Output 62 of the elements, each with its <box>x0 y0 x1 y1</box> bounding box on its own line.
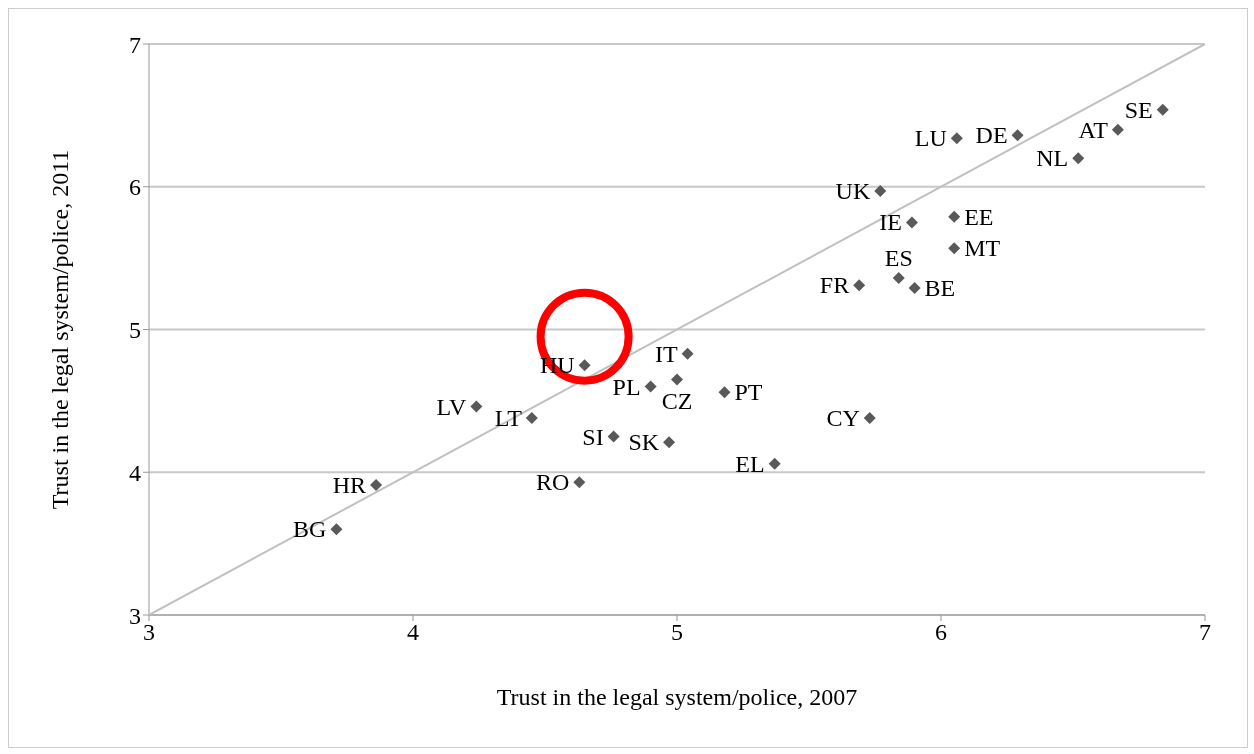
point <box>908 282 921 295</box>
series-label: BG <box>293 516 327 543</box>
series-label: ES <box>884 245 913 272</box>
series-label: SE <box>1124 96 1153 123</box>
point <box>1072 152 1085 165</box>
point <box>330 523 343 536</box>
point <box>892 272 905 285</box>
point <box>644 380 657 393</box>
point <box>607 430 620 443</box>
series-label: NL <box>1036 145 1069 172</box>
point <box>663 436 676 449</box>
point <box>853 279 866 292</box>
y-tick-label: 4 <box>129 459 141 486</box>
series-label: AT <box>1078 116 1109 143</box>
series-label: LU <box>914 125 947 152</box>
point <box>681 347 694 360</box>
y-tick-label: 6 <box>129 174 141 201</box>
point <box>1111 123 1124 136</box>
x-tick-label: 7 <box>1199 619 1211 646</box>
series-label: LV <box>436 393 468 420</box>
series-label: PL <box>612 373 641 400</box>
point <box>948 210 961 223</box>
series-label: EL <box>735 450 765 477</box>
point <box>470 400 483 413</box>
series-label: CZ <box>661 388 693 415</box>
x-tick-label: 6 <box>935 619 947 646</box>
series-label: LT <box>494 405 523 432</box>
series-label: CY <box>826 405 860 432</box>
point <box>768 457 781 470</box>
series-label: SI <box>582 423 604 450</box>
point <box>950 132 963 145</box>
y-axis-title: Trust in the legal system/police, 2011 <box>46 149 73 510</box>
point <box>1011 129 1024 142</box>
series-label: IT <box>654 340 678 367</box>
point <box>948 242 961 255</box>
point <box>874 185 887 198</box>
y-tick-label: 7 <box>129 31 141 58</box>
series-label: FR <box>819 272 850 299</box>
point <box>671 373 683 386</box>
point <box>1156 103 1169 116</box>
series-label: IE <box>879 209 902 236</box>
series-label: RO <box>535 469 570 496</box>
x-axis-title: Trust in the legal system/police, 2007 <box>496 684 858 710</box>
point <box>525 412 538 425</box>
series-label: MT <box>964 235 1001 262</box>
point <box>573 476 586 489</box>
y-tick-label: 3 <box>129 602 141 629</box>
x-tick-label: 5 <box>671 619 683 646</box>
series-label: HR <box>332 472 367 499</box>
point <box>370 479 383 492</box>
series-label: BE <box>924 275 956 302</box>
y-tick-label: 5 <box>129 317 141 344</box>
point <box>718 386 731 399</box>
series-label: PT <box>734 379 763 406</box>
x-tick-label: 4 <box>407 619 419 646</box>
series-label: UK <box>835 178 871 205</box>
series-label: EE <box>964 203 994 230</box>
series-label: SK <box>628 429 660 456</box>
series-label: DE <box>975 122 1008 149</box>
point <box>905 216 918 229</box>
point <box>578 359 591 372</box>
point <box>863 412 876 425</box>
